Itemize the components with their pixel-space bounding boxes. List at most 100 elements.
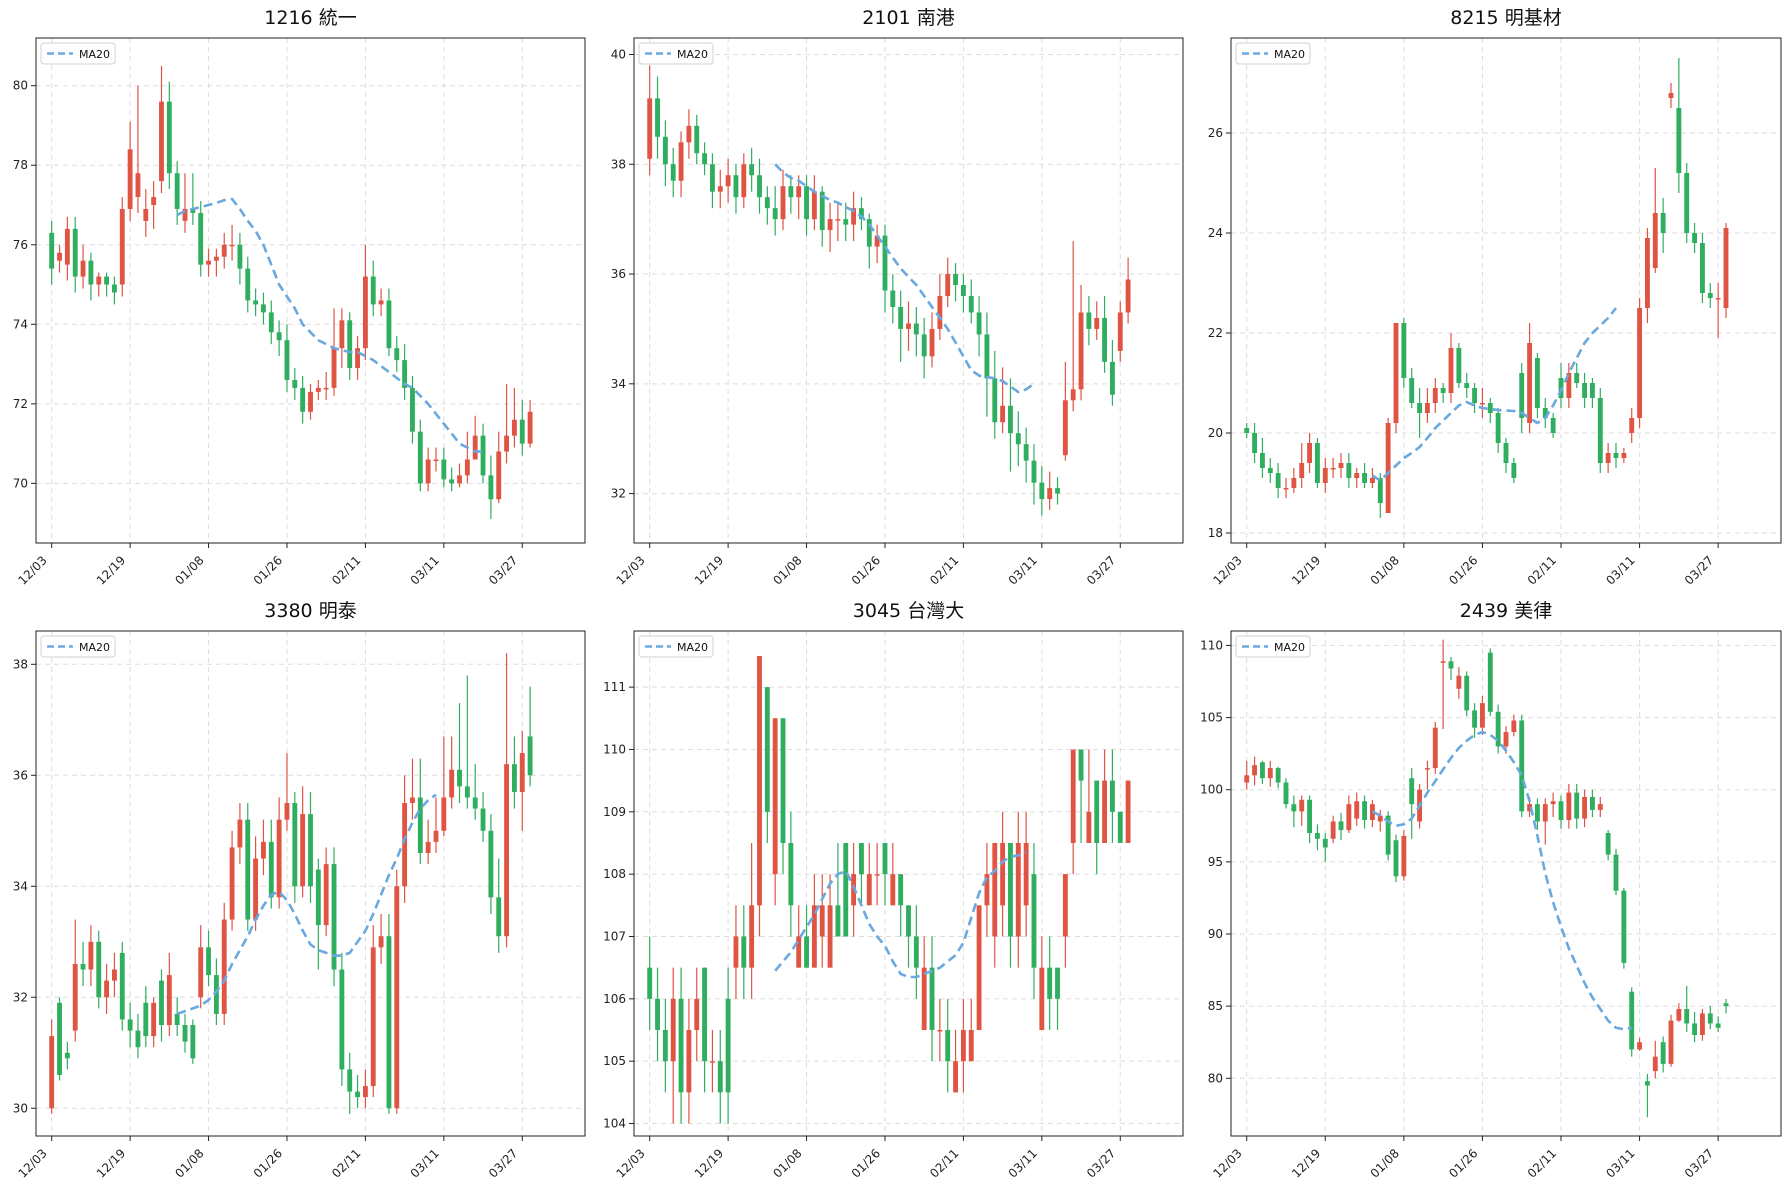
candle-body [1644,238,1650,308]
candle-body [1550,801,1556,805]
candle [331,847,337,987]
candle [511,736,517,809]
candle-body [788,186,794,198]
candle [1369,468,1375,488]
candle [1078,749,1084,843]
y-tick-label: 18 [1208,526,1223,540]
candle-body [1314,443,1320,483]
candle-body [386,936,392,1109]
candle [1000,367,1006,434]
candle [1519,714,1525,818]
candle [764,186,770,225]
candle-body [1070,389,1076,401]
candle-body [717,186,723,192]
candle-body [96,941,102,998]
candle [64,216,70,281]
candle-body [1244,775,1250,783]
y-tick-label: 36 [611,267,626,281]
candle-body [1440,661,1446,663]
candle [1495,408,1501,453]
plot-frame [633,37,1184,544]
candle [874,224,880,264]
candle [88,925,94,987]
candle-body [143,208,149,221]
candle [984,842,990,937]
candle [1023,427,1029,483]
candle-body [174,1013,180,1026]
candle-body [1385,815,1391,855]
candle-body [1252,765,1258,776]
candle-body [135,173,141,198]
candle-body [647,967,653,999]
legend: MA20 [1235,635,1311,658]
candle-body [308,391,313,412]
candle [315,858,321,970]
candle [694,114,700,165]
y-tick-label: 109 [603,805,626,819]
candle-body [135,1030,141,1048]
candle [1377,809,1383,832]
candle-body [213,256,219,261]
x-tick-label: 03/27 [1682,1146,1716,1180]
candle-body [57,252,62,261]
candle [968,279,974,324]
candle [410,375,415,444]
candle [1393,323,1399,433]
candle-body [1660,1042,1666,1064]
candle [1692,223,1698,253]
candle-body [190,1025,196,1059]
candle [245,256,251,313]
legend-box [638,42,714,65]
candle [1668,1014,1674,1067]
candle [96,272,102,297]
candle [1362,795,1368,829]
legend-label: MA20 [1274,48,1305,61]
y-tick-label: 70 [13,476,28,490]
candle-body [670,164,676,181]
candle-body [1094,780,1100,843]
candle-body [709,1061,715,1063]
candle [1589,378,1595,408]
candle [1102,749,1108,843]
candle-body [1031,460,1037,483]
candle [1417,388,1423,438]
candle-body [1401,323,1407,378]
candle-body [237,819,243,848]
candle [449,467,455,492]
candle-body [268,312,274,333]
candle [394,869,400,1114]
candle-body [1322,838,1328,848]
candle-body [1605,833,1611,855]
candle [347,1052,353,1114]
candle-body [835,219,841,221]
candle-body [1692,233,1698,243]
candle [686,998,692,1124]
candle-body [1275,473,1281,488]
candle [1605,830,1611,861]
candle-body [992,378,998,423]
candle [1582,789,1588,828]
y-tick-label: 32 [13,990,28,1004]
candle-body [355,348,360,369]
candle-body [378,936,384,948]
candle [1637,298,1643,428]
candle-body [410,797,415,804]
candle [72,919,78,1042]
candle-body [1629,991,1635,1050]
legend-box [1235,635,1311,658]
candle-body [1401,835,1407,877]
candle-body [1109,780,1115,812]
candle [1605,443,1611,473]
candle-body [1078,312,1084,390]
candle-body [229,244,235,247]
candle [749,842,755,999]
candle [276,797,282,909]
legend-label: MA20 [1274,641,1305,654]
candle [151,997,157,1048]
candle-body [355,1091,360,1098]
candle [1440,639,1446,730]
candle-body [245,819,251,920]
candle [1244,423,1250,438]
candle [764,687,770,843]
candle-body [1495,711,1501,747]
